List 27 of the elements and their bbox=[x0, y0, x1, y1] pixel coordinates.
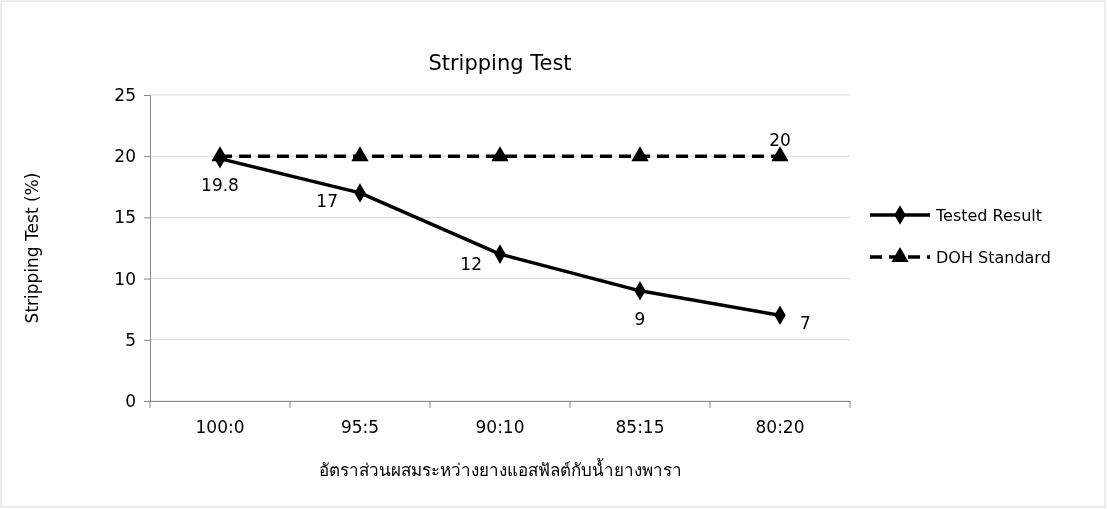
point bbox=[211, 146, 229, 162]
data-label: 17 bbox=[316, 190, 338, 211]
x-tick-label: 100:0 bbox=[195, 417, 245, 438]
y-tick-label: 25 bbox=[114, 84, 136, 105]
y-tick-label: 0 bbox=[125, 390, 136, 411]
data-label: 20 bbox=[769, 130, 791, 151]
point bbox=[351, 146, 369, 162]
y-tick-label: 10 bbox=[114, 268, 136, 289]
y-axis-title: Stripping Test (%) bbox=[22, 172, 42, 324]
data-label: 12 bbox=[460, 254, 482, 275]
x-tick-label: 95:5 bbox=[340, 417, 380, 438]
chart-title: Stripping Test bbox=[428, 51, 572, 75]
data-label: 9 bbox=[634, 308, 646, 329]
data-label: 19.8 bbox=[201, 174, 239, 195]
x-tick-label: 90:10 bbox=[475, 417, 525, 438]
point bbox=[771, 146, 789, 162]
x-tick-label: 85:15 bbox=[615, 417, 665, 438]
point bbox=[631, 146, 649, 162]
legend-label: Tested Result bbox=[935, 205, 1043, 225]
point bbox=[491, 146, 509, 162]
y-tick-label: 20 bbox=[114, 146, 136, 167]
x-tick-label: 80:20 bbox=[755, 417, 805, 438]
data-label: 7 bbox=[800, 313, 811, 334]
y-tick-label: 15 bbox=[114, 207, 136, 228]
x-axis-title: อัตราส่วนผสมระหว่างยางแอสฟัลต์กับน้ำยางพารา bbox=[318, 458, 682, 480]
legend-label: DOH Standard bbox=[936, 247, 1051, 267]
y-tick-label: 5 bbox=[125, 329, 136, 350]
